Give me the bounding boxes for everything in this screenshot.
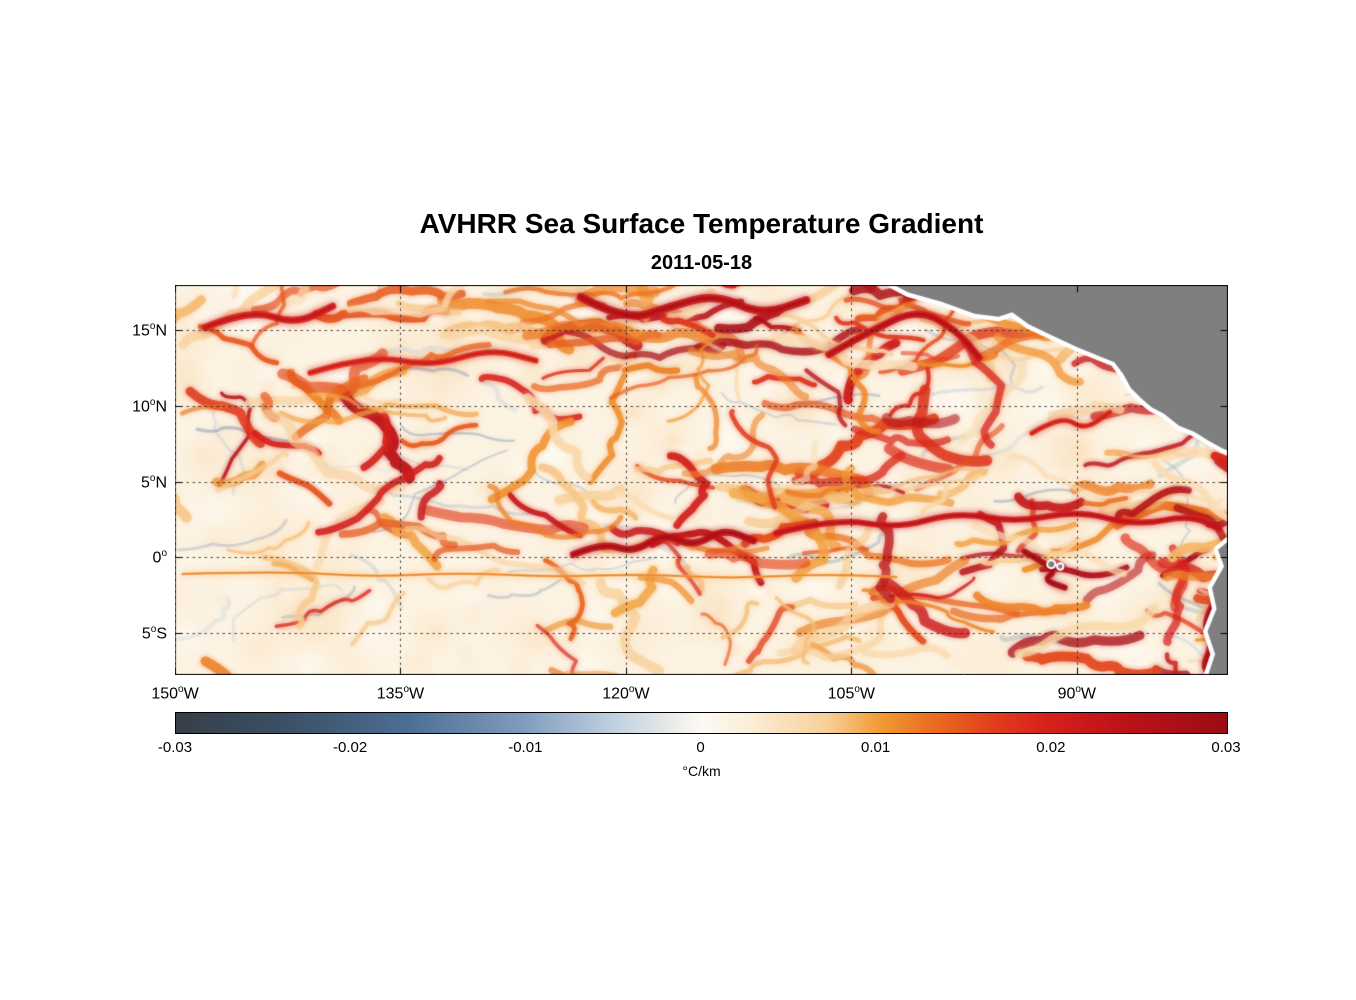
- colorbar-units-label: °C/km: [682, 763, 721, 779]
- colorbar-tick-label: 0.02: [1036, 739, 1066, 756]
- colorbar-tick-label: -0.03: [157, 739, 193, 756]
- x-tick-label: 105oW: [827, 684, 876, 703]
- colorbar-tick-label: 0.03: [1211, 739, 1241, 756]
- y-tick-label: 0o: [152, 548, 167, 567]
- colorbar-tick-label: 0: [696, 739, 705, 756]
- sst-gradient-heatmap: [175, 285, 1228, 675]
- y-tick-label: 5oN: [140, 472, 167, 492]
- x-tick-label: 90oW: [1057, 684, 1097, 703]
- colorbar-tick-label: -0.02: [333, 739, 368, 756]
- chart-title: AVHRR Sea Surface Temperature Gradient: [419, 208, 984, 239]
- colorbar-tick-label: -0.01: [508, 739, 543, 756]
- x-tick-label: 150oW: [151, 684, 199, 703]
- y-tick-label: 5oS: [141, 624, 167, 643]
- x-tick-label: 135oW: [376, 684, 425, 703]
- colorbar-tick-label: 0.01: [861, 739, 891, 756]
- y-tick-label: 15oN: [132, 321, 167, 340]
- y-tick-label: 10oN: [132, 397, 167, 416]
- colorbar: [175, 712, 1228, 734]
- x-tick-label: 120oW: [602, 684, 650, 703]
- chart-date: 2011-05-18: [650, 252, 753, 274]
